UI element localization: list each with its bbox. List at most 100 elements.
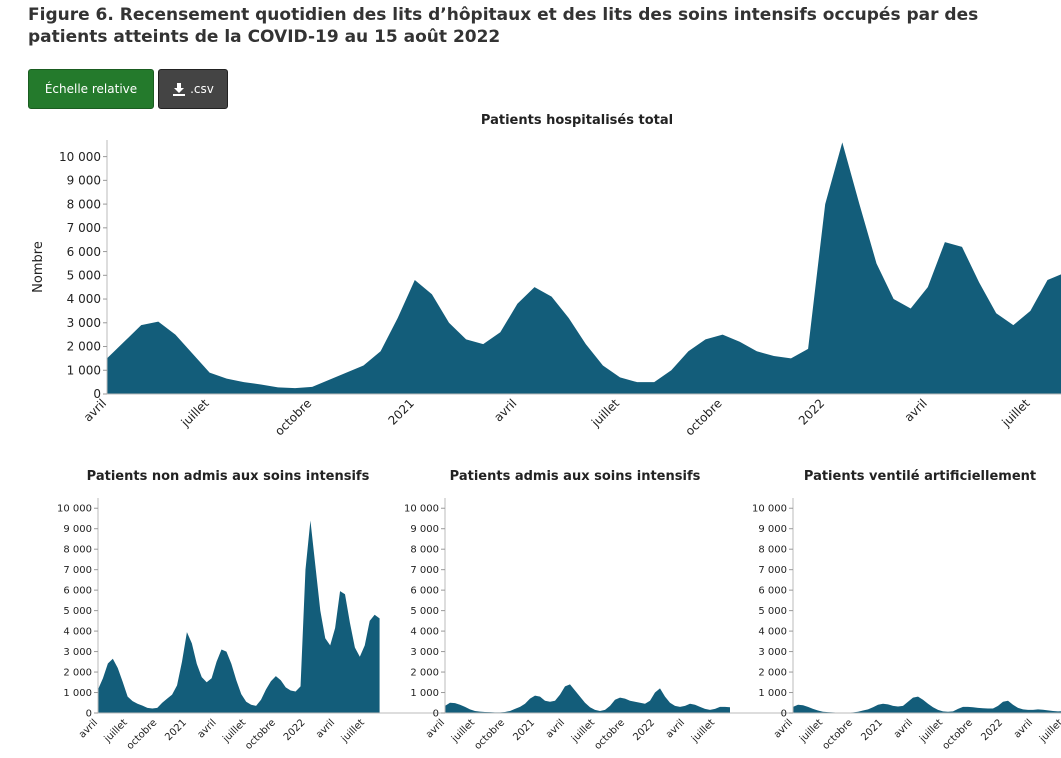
y-tick-label: 4 000 xyxy=(758,627,787,638)
y-tick-label: 6 000 xyxy=(67,245,101,259)
x-tick-label: avril xyxy=(81,396,109,424)
y-tick-label: 9 000 xyxy=(63,524,92,535)
x-tick-label: 2022 xyxy=(631,717,657,743)
x-tick-label: juillet xyxy=(1037,717,1061,745)
y-tick-label: 3 000 xyxy=(63,647,92,658)
y-tick-label: 4 000 xyxy=(410,627,439,638)
y-tick-label: 0 xyxy=(781,709,787,720)
x-tick-label: juillet xyxy=(569,717,597,745)
y-tick-label: 3 000 xyxy=(410,647,439,658)
y-tick-label: 8 000 xyxy=(63,545,92,556)
y-tick-label: 5 000 xyxy=(410,606,439,617)
y-tick-label: 0 xyxy=(86,709,92,720)
relative-scale-button[interactable]: Échelle relative xyxy=(28,69,154,109)
y-tick-label: 5 000 xyxy=(758,606,787,617)
x-tick-label: 2021 xyxy=(385,396,416,427)
x-tick-label: avril xyxy=(1012,717,1035,740)
x-tick-label: avril xyxy=(424,717,447,740)
x-tick-label: juillet xyxy=(449,717,477,745)
x-tick-label: octobre xyxy=(592,717,627,752)
figure-title: Figure 6. Recensement quotidien des lits… xyxy=(28,5,979,47)
x-tick-label: juillet xyxy=(689,717,717,745)
x-tick-label: juillet xyxy=(102,717,130,745)
y-tick-label: 4 000 xyxy=(63,627,92,638)
x-tick-label: juillet xyxy=(220,717,248,745)
y-tick-label: 8 000 xyxy=(758,545,787,556)
x-tick-label: avril xyxy=(902,396,930,424)
y-tick-label: 5 000 xyxy=(63,606,92,617)
x-tick-label: octobre xyxy=(820,717,855,752)
y-tick-label: 4 000 xyxy=(67,292,101,306)
button-label: .csv xyxy=(190,82,214,96)
y-axis-label: Nombre xyxy=(31,241,46,293)
x-tick-label: avril xyxy=(77,717,100,740)
y-tick-label: 2 000 xyxy=(410,668,439,679)
x-tick-label: juillet xyxy=(797,717,825,745)
y-tick-label: 2 000 xyxy=(67,340,101,354)
x-tick-label: octobre xyxy=(940,717,975,752)
x-tick-label: 2021 xyxy=(511,717,537,743)
x-tick-label: octobre xyxy=(243,717,278,752)
y-tick-label: 6 000 xyxy=(410,586,439,597)
area xyxy=(107,142,1061,394)
y-tick-label: 7 000 xyxy=(63,565,92,576)
x-tick-label: avril xyxy=(892,717,915,740)
x-tick-label: juillet xyxy=(339,717,367,745)
y-tick-label: 6 000 xyxy=(758,586,787,597)
area xyxy=(793,696,1061,713)
x-tick-label: octobre xyxy=(125,717,160,752)
x-tick-label: juillet xyxy=(999,396,1033,430)
x-tick-label: octobre xyxy=(272,396,314,438)
x-tick-label: 2022 xyxy=(796,396,827,427)
y-tick-label: 7 000 xyxy=(410,565,439,576)
y-tick-label: 0 xyxy=(433,709,439,720)
button-label: Échelle relative xyxy=(44,82,138,96)
y-tick-label: 10 000 xyxy=(57,504,92,515)
csv-button[interactable]: .csv xyxy=(158,69,228,109)
area xyxy=(98,520,380,713)
y-tick-label: 5 000 xyxy=(67,269,101,283)
area xyxy=(445,684,730,713)
y-tick-label: 10 000 xyxy=(404,504,439,515)
x-tick-label: juillet xyxy=(178,396,212,430)
y-tick-label: 9 000 xyxy=(410,524,439,535)
chart-title: Patients admis aux soins intensifs xyxy=(450,469,701,484)
download-icon xyxy=(173,83,186,96)
y-tick-label: 8 000 xyxy=(67,197,101,211)
y-tick-label: 8 000 xyxy=(410,545,439,556)
y-tick-label: 7 000 xyxy=(67,221,101,235)
y-tick-label: 3 000 xyxy=(758,647,787,658)
y-tick-label: 3 000 xyxy=(67,316,101,330)
y-tick-label: 1 000 xyxy=(67,363,101,377)
x-tick-label: 2021 xyxy=(163,717,189,743)
chart-title: Patients hospitalisés total xyxy=(481,113,673,128)
y-tick-label: 10 000 xyxy=(59,150,101,164)
y-tick-label: 2 000 xyxy=(63,668,92,679)
y-tick-label: 9 000 xyxy=(67,174,101,188)
x-tick-label: juillet xyxy=(588,396,622,430)
x-tick-label: 2022 xyxy=(979,717,1005,743)
y-tick-label: 0 xyxy=(93,387,101,401)
chart-title: Patients non admis aux soins intensifs xyxy=(87,469,370,484)
x-tick-label: 2021 xyxy=(859,717,885,743)
x-tick-label: octobre xyxy=(683,396,725,438)
y-tick-label: 1 000 xyxy=(63,688,92,699)
y-tick-label: 9 000 xyxy=(758,524,787,535)
y-tick-label: 6 000 xyxy=(63,586,92,597)
x-tick-label: octobre xyxy=(472,717,507,752)
y-tick-label: 1 000 xyxy=(758,688,787,699)
y-tick-label: 2 000 xyxy=(758,668,787,679)
x-tick-label: juillet xyxy=(917,717,945,745)
y-tick-label: 1 000 xyxy=(410,688,439,699)
chart-title: Patients ventilé artificiellement xyxy=(804,469,1036,484)
x-tick-label: avril xyxy=(314,717,337,740)
x-tick-label: avril xyxy=(664,717,687,740)
x-tick-label: avril xyxy=(196,717,219,740)
x-tick-label: avril xyxy=(544,717,567,740)
x-tick-label: avril xyxy=(491,396,519,424)
y-tick-label: 7 000 xyxy=(758,565,787,576)
x-tick-label: 2022 xyxy=(282,717,308,743)
x-tick-label: avril xyxy=(772,717,795,740)
